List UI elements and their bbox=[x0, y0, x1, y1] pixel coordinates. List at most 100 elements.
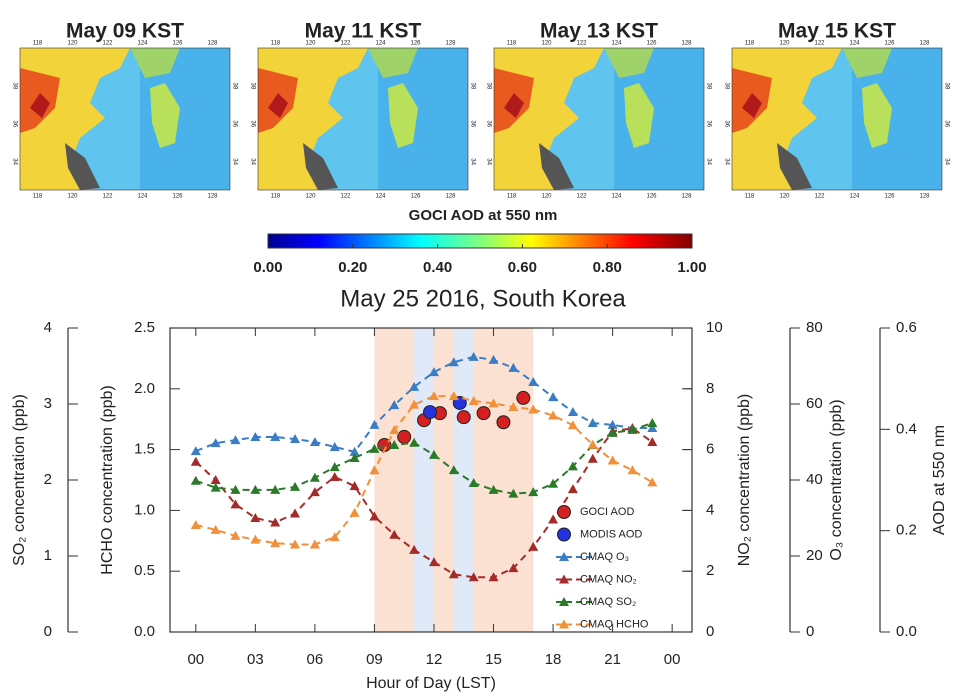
map-lon-label: 128 bbox=[681, 194, 692, 200]
map-lon-label: 124 bbox=[849, 194, 860, 200]
map-lon-label: 124 bbox=[611, 194, 622, 200]
map-lat-label: 34 bbox=[723, 158, 729, 165]
y-tick-label: 2 bbox=[44, 471, 52, 488]
colorbar bbox=[268, 234, 692, 248]
x-tick-label: 21 bbox=[604, 651, 621, 668]
data-point bbox=[398, 430, 411, 443]
map-lat-label: 38 bbox=[943, 83, 949, 90]
map-lat-label: 36 bbox=[249, 120, 255, 127]
data-point bbox=[250, 513, 260, 522]
y-tick-label: 0.0 bbox=[134, 623, 155, 640]
y-tick-label: 1 bbox=[44, 547, 52, 564]
map-lat-label: 34 bbox=[469, 158, 475, 165]
y-tick-label: 1.0 bbox=[134, 501, 155, 518]
map-lat-label: 36 bbox=[723, 120, 729, 127]
y-tick-label: 0.5 bbox=[134, 562, 155, 579]
data-point bbox=[548, 515, 558, 524]
map-lon-label: 122 bbox=[814, 194, 825, 200]
map-lon-label: 126 bbox=[172, 194, 183, 200]
y-tick-label: 4 bbox=[44, 319, 52, 336]
figure: May 25 2016, South Korea Hour of Day (LS… bbox=[0, 0, 966, 698]
map-lon-label: 122 bbox=[814, 41, 825, 47]
data-point bbox=[627, 465, 637, 474]
colorbar-tick-label: 1.00 bbox=[677, 259, 706, 276]
map-lon-label: 120 bbox=[305, 194, 316, 200]
y-tick-label: 60 bbox=[806, 395, 823, 412]
legend-label: CMAQ O₃ bbox=[580, 551, 629, 563]
map-image bbox=[20, 48, 230, 190]
data-point bbox=[548, 392, 558, 401]
map-lat-label: 36 bbox=[11, 120, 17, 127]
map-lon-label: 122 bbox=[576, 41, 587, 47]
data-point bbox=[568, 461, 578, 470]
y-tick-label: 40 bbox=[806, 471, 823, 488]
map-lat-label: 34 bbox=[249, 158, 255, 165]
y-tick-label: 0 bbox=[44, 623, 52, 640]
y-axis-label: AOD at 550 nm bbox=[931, 425, 948, 535]
map-lat-label: 38 bbox=[485, 83, 491, 90]
map-lat-label: 36 bbox=[485, 120, 491, 127]
colorbar-title: GOCI AOD at 550 nm bbox=[409, 207, 558, 224]
data-point bbox=[647, 437, 657, 446]
map-lon-label: 126 bbox=[884, 41, 895, 47]
data-point bbox=[588, 454, 598, 463]
map-lon-label: 122 bbox=[102, 41, 113, 47]
map-title: May 11 KST bbox=[305, 20, 422, 43]
map-image bbox=[732, 48, 942, 190]
map-lon-label: 126 bbox=[410, 194, 421, 200]
map-lon-label: 118 bbox=[745, 194, 755, 200]
legend-label: MODIS AOD bbox=[580, 528, 642, 540]
y-tick-label: 0 bbox=[806, 623, 814, 640]
y-axis-label: NO₂ concentration (ppb) bbox=[736, 394, 753, 567]
legend-marker bbox=[558, 528, 571, 541]
map-lat-label: 34 bbox=[705, 158, 711, 165]
y-tick-label: 3 bbox=[44, 395, 52, 412]
x-tick-label: 12 bbox=[426, 651, 443, 668]
map-lon-label: 124 bbox=[611, 41, 622, 47]
data-point bbox=[568, 420, 578, 429]
map-lon-label: 118 bbox=[271, 41, 281, 47]
map-lon-label: 124 bbox=[375, 41, 386, 47]
map-lon-label: 124 bbox=[375, 194, 386, 200]
legend-label: CMAQ SO₂ bbox=[580, 596, 636, 608]
x-tick-label: 06 bbox=[307, 651, 324, 668]
map-lon-label: 118 bbox=[745, 41, 755, 47]
map-lon-label: 126 bbox=[172, 41, 183, 47]
data-point bbox=[647, 477, 657, 486]
data-point bbox=[230, 435, 240, 444]
map-title: May 13 KST bbox=[540, 20, 658, 43]
y-tick-label: 0.6 bbox=[896, 319, 917, 336]
map-lon-label: 120 bbox=[541, 194, 552, 200]
y-tick-label: 80 bbox=[806, 319, 823, 336]
map-lon-label: 120 bbox=[779, 41, 790, 47]
data-point bbox=[568, 484, 578, 493]
y-tick-label: 0.2 bbox=[896, 522, 917, 539]
legend-label: CMAQ NO₂ bbox=[580, 573, 637, 585]
colorbar-tick-label: 0.40 bbox=[423, 259, 452, 276]
data-point bbox=[350, 508, 360, 517]
map-title: May 09 KST bbox=[66, 20, 184, 43]
y-tick-label: 0.0 bbox=[896, 623, 917, 640]
y-tick-label: 2.5 bbox=[134, 319, 155, 336]
colorbar-tick-label: 0.80 bbox=[593, 259, 622, 276]
x-tick-label: 00 bbox=[664, 651, 681, 668]
map-lon-label: 120 bbox=[779, 194, 790, 200]
data-point bbox=[647, 418, 657, 427]
x-tick-label: 03 bbox=[247, 651, 264, 668]
map-lon-label: 128 bbox=[681, 41, 692, 47]
y-axis-label: SO₂ concentration (ppb) bbox=[11, 394, 28, 566]
map-title: May 15 KST bbox=[778, 20, 896, 43]
map-lat-label: 38 bbox=[705, 83, 711, 90]
map-lon-label: 128 bbox=[207, 41, 218, 47]
data-point bbox=[477, 407, 490, 420]
colorbar-tick-label: 0.00 bbox=[253, 259, 282, 276]
map-lon-label: 122 bbox=[340, 194, 351, 200]
data-point bbox=[497, 416, 510, 429]
map-lon-label: 120 bbox=[305, 41, 316, 47]
map-lat-label: 36 bbox=[231, 120, 237, 127]
map-lat-label: 36 bbox=[705, 120, 711, 127]
map-lat-label: 38 bbox=[723, 83, 729, 90]
map-lon-label: 124 bbox=[137, 41, 148, 47]
y-tick-label: 2.0 bbox=[134, 380, 155, 397]
map-lat-label: 38 bbox=[469, 83, 475, 90]
